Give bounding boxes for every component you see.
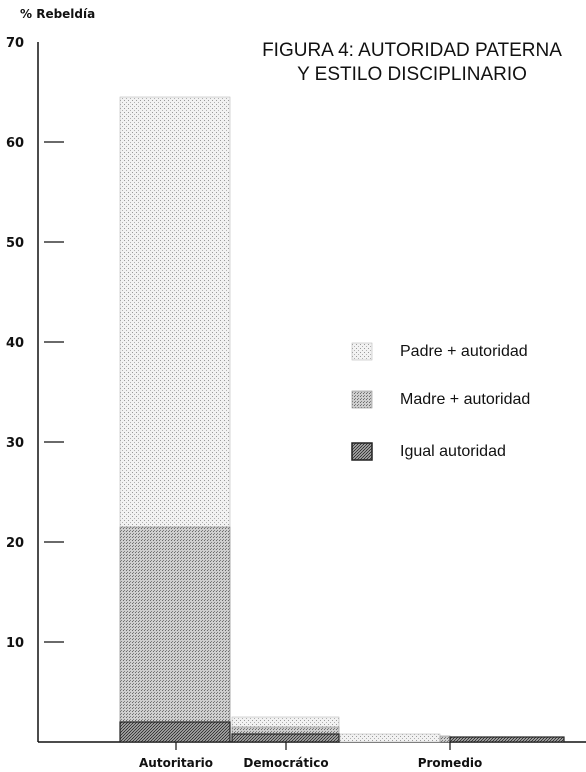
y-tick-label: 70 <box>6 36 24 51</box>
bar-promedio-series-3 <box>449 736 565 743</box>
y-tick-label: 10 <box>6 636 24 651</box>
legend-swatch <box>351 342 373 361</box>
axes: 10 20 30 40 50 60 70 Autoritario Democrático Prom… <box>6 36 586 770</box>
bar-promedio-series-1 <box>339 733 441 743</box>
x-category-label: Democrático <box>243 756 328 770</box>
bar-autoritario-series-2 <box>119 526 231 743</box>
bar-democrtico-series-3 <box>231 733 340 743</box>
y-axis-label: % Rebeldía <box>20 7 95 21</box>
y-tick-label: 60 <box>6 136 24 151</box>
bar-autoritario-series-3 <box>119 721 231 743</box>
y-tick-label: 40 <box>6 336 24 351</box>
legend-label: Padre + autoridad <box>400 343 528 360</box>
legend-swatch <box>351 390 373 409</box>
legend: Padre + autoridad Madre + autoridad Igual … <box>351 342 530 461</box>
bar-promedio-series-2 <box>439 735 451 743</box>
bars <box>119 96 565 743</box>
chart-title-line-2: Y ESTILO DISCIPLINARIO <box>297 64 527 85</box>
y-tick-label: 50 <box>6 236 24 251</box>
x-category-label: Promedio <box>418 756 483 770</box>
chart-title-line-1: FIGURA 4: AUTORIDAD PATERNA <box>262 40 562 61</box>
y-tick-label: 30 <box>6 436 24 451</box>
legend-swatch <box>351 442 373 461</box>
legend-label: Madre + autoridad <box>400 391 530 408</box>
x-category-label: Autoritario <box>139 756 213 770</box>
y-tick-label: 20 <box>6 536 24 551</box>
legend-label: Igual autoridad <box>400 443 506 460</box>
